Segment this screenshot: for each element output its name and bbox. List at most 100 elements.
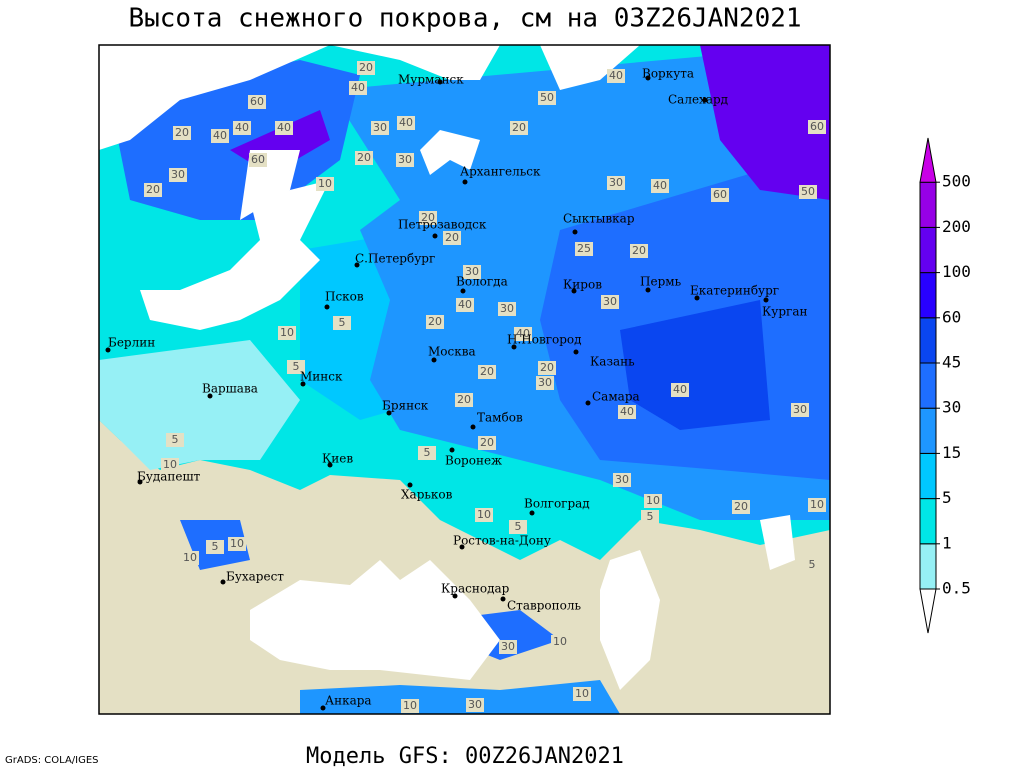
city-label: Минск bbox=[300, 370, 343, 384]
city-label: Мурманск bbox=[398, 73, 464, 87]
contour-label-bg bbox=[711, 188, 729, 202]
map bbox=[99, 45, 830, 714]
city-dot bbox=[462, 179, 468, 185]
colorbar-label: 30 bbox=[942, 398, 961, 417]
contour-label-bg bbox=[228, 537, 246, 551]
contour-label: 30 bbox=[373, 121, 387, 134]
city-label: Тамбов bbox=[477, 411, 523, 425]
contour-label: 40 bbox=[653, 179, 667, 192]
contour-label-bg bbox=[607, 176, 625, 190]
contour-label-bg bbox=[443, 231, 461, 245]
contour-label-bg bbox=[613, 473, 631, 487]
contour-label: 20 bbox=[632, 244, 646, 257]
color-swatch bbox=[919, 498, 937, 545]
contour-label: 20 bbox=[512, 121, 526, 134]
contour-label: 40 bbox=[620, 405, 634, 418]
contour-label-bg bbox=[166, 433, 184, 447]
color-swatch bbox=[919, 452, 937, 500]
contour-label-bg bbox=[357, 61, 375, 75]
contour-label-bg bbox=[644, 494, 662, 508]
contour-label: 50 bbox=[801, 185, 815, 198]
city-label: Москва bbox=[428, 345, 476, 359]
contour-label-bg bbox=[808, 498, 826, 512]
contour-label-bg bbox=[456, 298, 474, 312]
contour-label-bg bbox=[418, 446, 436, 460]
contour-label-bg bbox=[808, 120, 826, 134]
contour-label: 5 bbox=[809, 558, 816, 571]
color-swatch bbox=[919, 543, 937, 590]
city-label: Бухарест bbox=[226, 570, 284, 584]
color-swatch bbox=[919, 588, 937, 634]
contour-label-bg bbox=[181, 551, 199, 565]
contour-label: 60 bbox=[250, 95, 264, 108]
city-dot bbox=[432, 233, 438, 239]
color-swatch bbox=[919, 317, 937, 364]
color-swatch bbox=[919, 137, 937, 183]
contour-label-bg bbox=[475, 508, 493, 522]
contour-label: 20 bbox=[175, 126, 189, 139]
city-label: Киров bbox=[563, 278, 602, 292]
city-label: Архангельск bbox=[460, 165, 541, 179]
contour-label-bg bbox=[466, 698, 484, 712]
contour-label-bg bbox=[551, 635, 569, 649]
city-dot bbox=[354, 262, 360, 268]
contour-label: 40 bbox=[213, 129, 227, 142]
contour-label: 60 bbox=[251, 153, 265, 166]
contour-label: 10 bbox=[646, 494, 660, 507]
contour-label: 5 bbox=[212, 540, 219, 553]
city-label: Берлин bbox=[108, 336, 155, 350]
city-dot bbox=[407, 482, 413, 488]
colorbar-label: 1 bbox=[942, 533, 952, 552]
contour-label-bg bbox=[397, 116, 415, 130]
contour-label-bg bbox=[248, 95, 266, 109]
contour-label: 10 bbox=[318, 177, 332, 190]
sea bbox=[420, 130, 480, 175]
contour-label-bg bbox=[396, 153, 414, 167]
contour-label-bg bbox=[144, 183, 162, 197]
city-label: Краснодар bbox=[441, 582, 510, 596]
city-dot bbox=[324, 304, 330, 310]
contour-label-bg bbox=[514, 327, 532, 341]
city-label: Пермь bbox=[640, 275, 682, 289]
map-frame bbox=[98, 44, 831, 715]
color-swatch bbox=[919, 181, 937, 228]
contour-label: 30 bbox=[171, 168, 185, 181]
contour-label-bg bbox=[463, 265, 481, 279]
title: Высота снежного покрова, см на 03Z26JAN2… bbox=[128, 4, 801, 34]
contour-label-bg bbox=[419, 211, 437, 225]
city-label: С.Петербург bbox=[355, 252, 435, 266]
city-dot bbox=[571, 288, 577, 294]
contour-label: 40 bbox=[235, 121, 249, 134]
contour-label: 30 bbox=[609, 176, 623, 189]
city-label: Анкара bbox=[325, 694, 372, 708]
city-label: Воронеж bbox=[445, 454, 502, 468]
contour-label-bg bbox=[278, 326, 296, 340]
city-dot bbox=[207, 393, 213, 399]
contour-label-bg bbox=[618, 405, 636, 419]
contour-label: 20 bbox=[480, 436, 494, 449]
snow-area bbox=[620, 300, 770, 430]
contour-label-bg bbox=[536, 376, 554, 390]
sea bbox=[140, 180, 330, 330]
contour-label: 30 bbox=[501, 640, 515, 653]
contour-label: 20 bbox=[457, 393, 471, 406]
contour-label-bg bbox=[538, 361, 556, 375]
city-dot bbox=[645, 75, 651, 81]
city-dot bbox=[459, 544, 465, 550]
contour-label-bg bbox=[499, 640, 517, 654]
contour-label: 40 bbox=[516, 327, 530, 340]
city-dot bbox=[585, 400, 591, 406]
city-label: Екатеринбург bbox=[690, 284, 779, 298]
contour-label-bg bbox=[401, 699, 419, 713]
city-dot bbox=[220, 579, 226, 585]
colorbar-label: 45 bbox=[942, 353, 961, 372]
contour-label: 20 bbox=[445, 231, 459, 244]
contour-label: 10 bbox=[575, 687, 589, 700]
contour-label-bg bbox=[275, 121, 293, 135]
city-label: Харьков bbox=[401, 488, 453, 502]
contour-label-bg bbox=[355, 151, 373, 165]
city-label: Будапешт bbox=[137, 470, 201, 484]
contour-label-bg bbox=[233, 121, 251, 135]
city-dot bbox=[573, 349, 579, 355]
